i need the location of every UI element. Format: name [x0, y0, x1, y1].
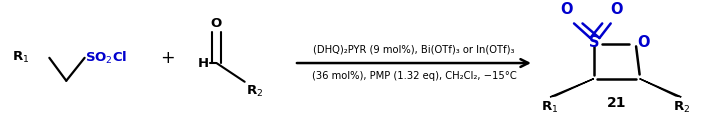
Text: R$_2$: R$_2$	[673, 99, 690, 115]
Polygon shape	[550, 79, 594, 97]
Text: H: H	[198, 57, 209, 70]
Text: R$_2$: R$_2$	[246, 84, 263, 99]
Text: (36 mol%), PMP (1.32 eq), CH₂Cl₂, −15°C: (36 mol%), PMP (1.32 eq), CH₂Cl₂, −15°C	[312, 71, 516, 81]
Polygon shape	[639, 79, 681, 97]
Text: R$_1$: R$_1$	[12, 50, 29, 65]
Text: R$_1$: R$_1$	[541, 99, 558, 115]
Text: SO$_2$Cl: SO$_2$Cl	[84, 50, 127, 66]
Text: (DHQ)₂PYR (9 mol%), Bi(OTf)₃ or In(OTf)₃: (DHQ)₂PYR (9 mol%), Bi(OTf)₃ or In(OTf)₃	[313, 45, 515, 55]
Text: O: O	[211, 17, 222, 30]
Text: O: O	[610, 2, 622, 17]
Text: 21: 21	[607, 96, 626, 110]
Text: O: O	[561, 2, 573, 17]
Text: O: O	[637, 35, 649, 50]
Text: S: S	[588, 35, 599, 50]
Text: +: +	[160, 49, 174, 67]
